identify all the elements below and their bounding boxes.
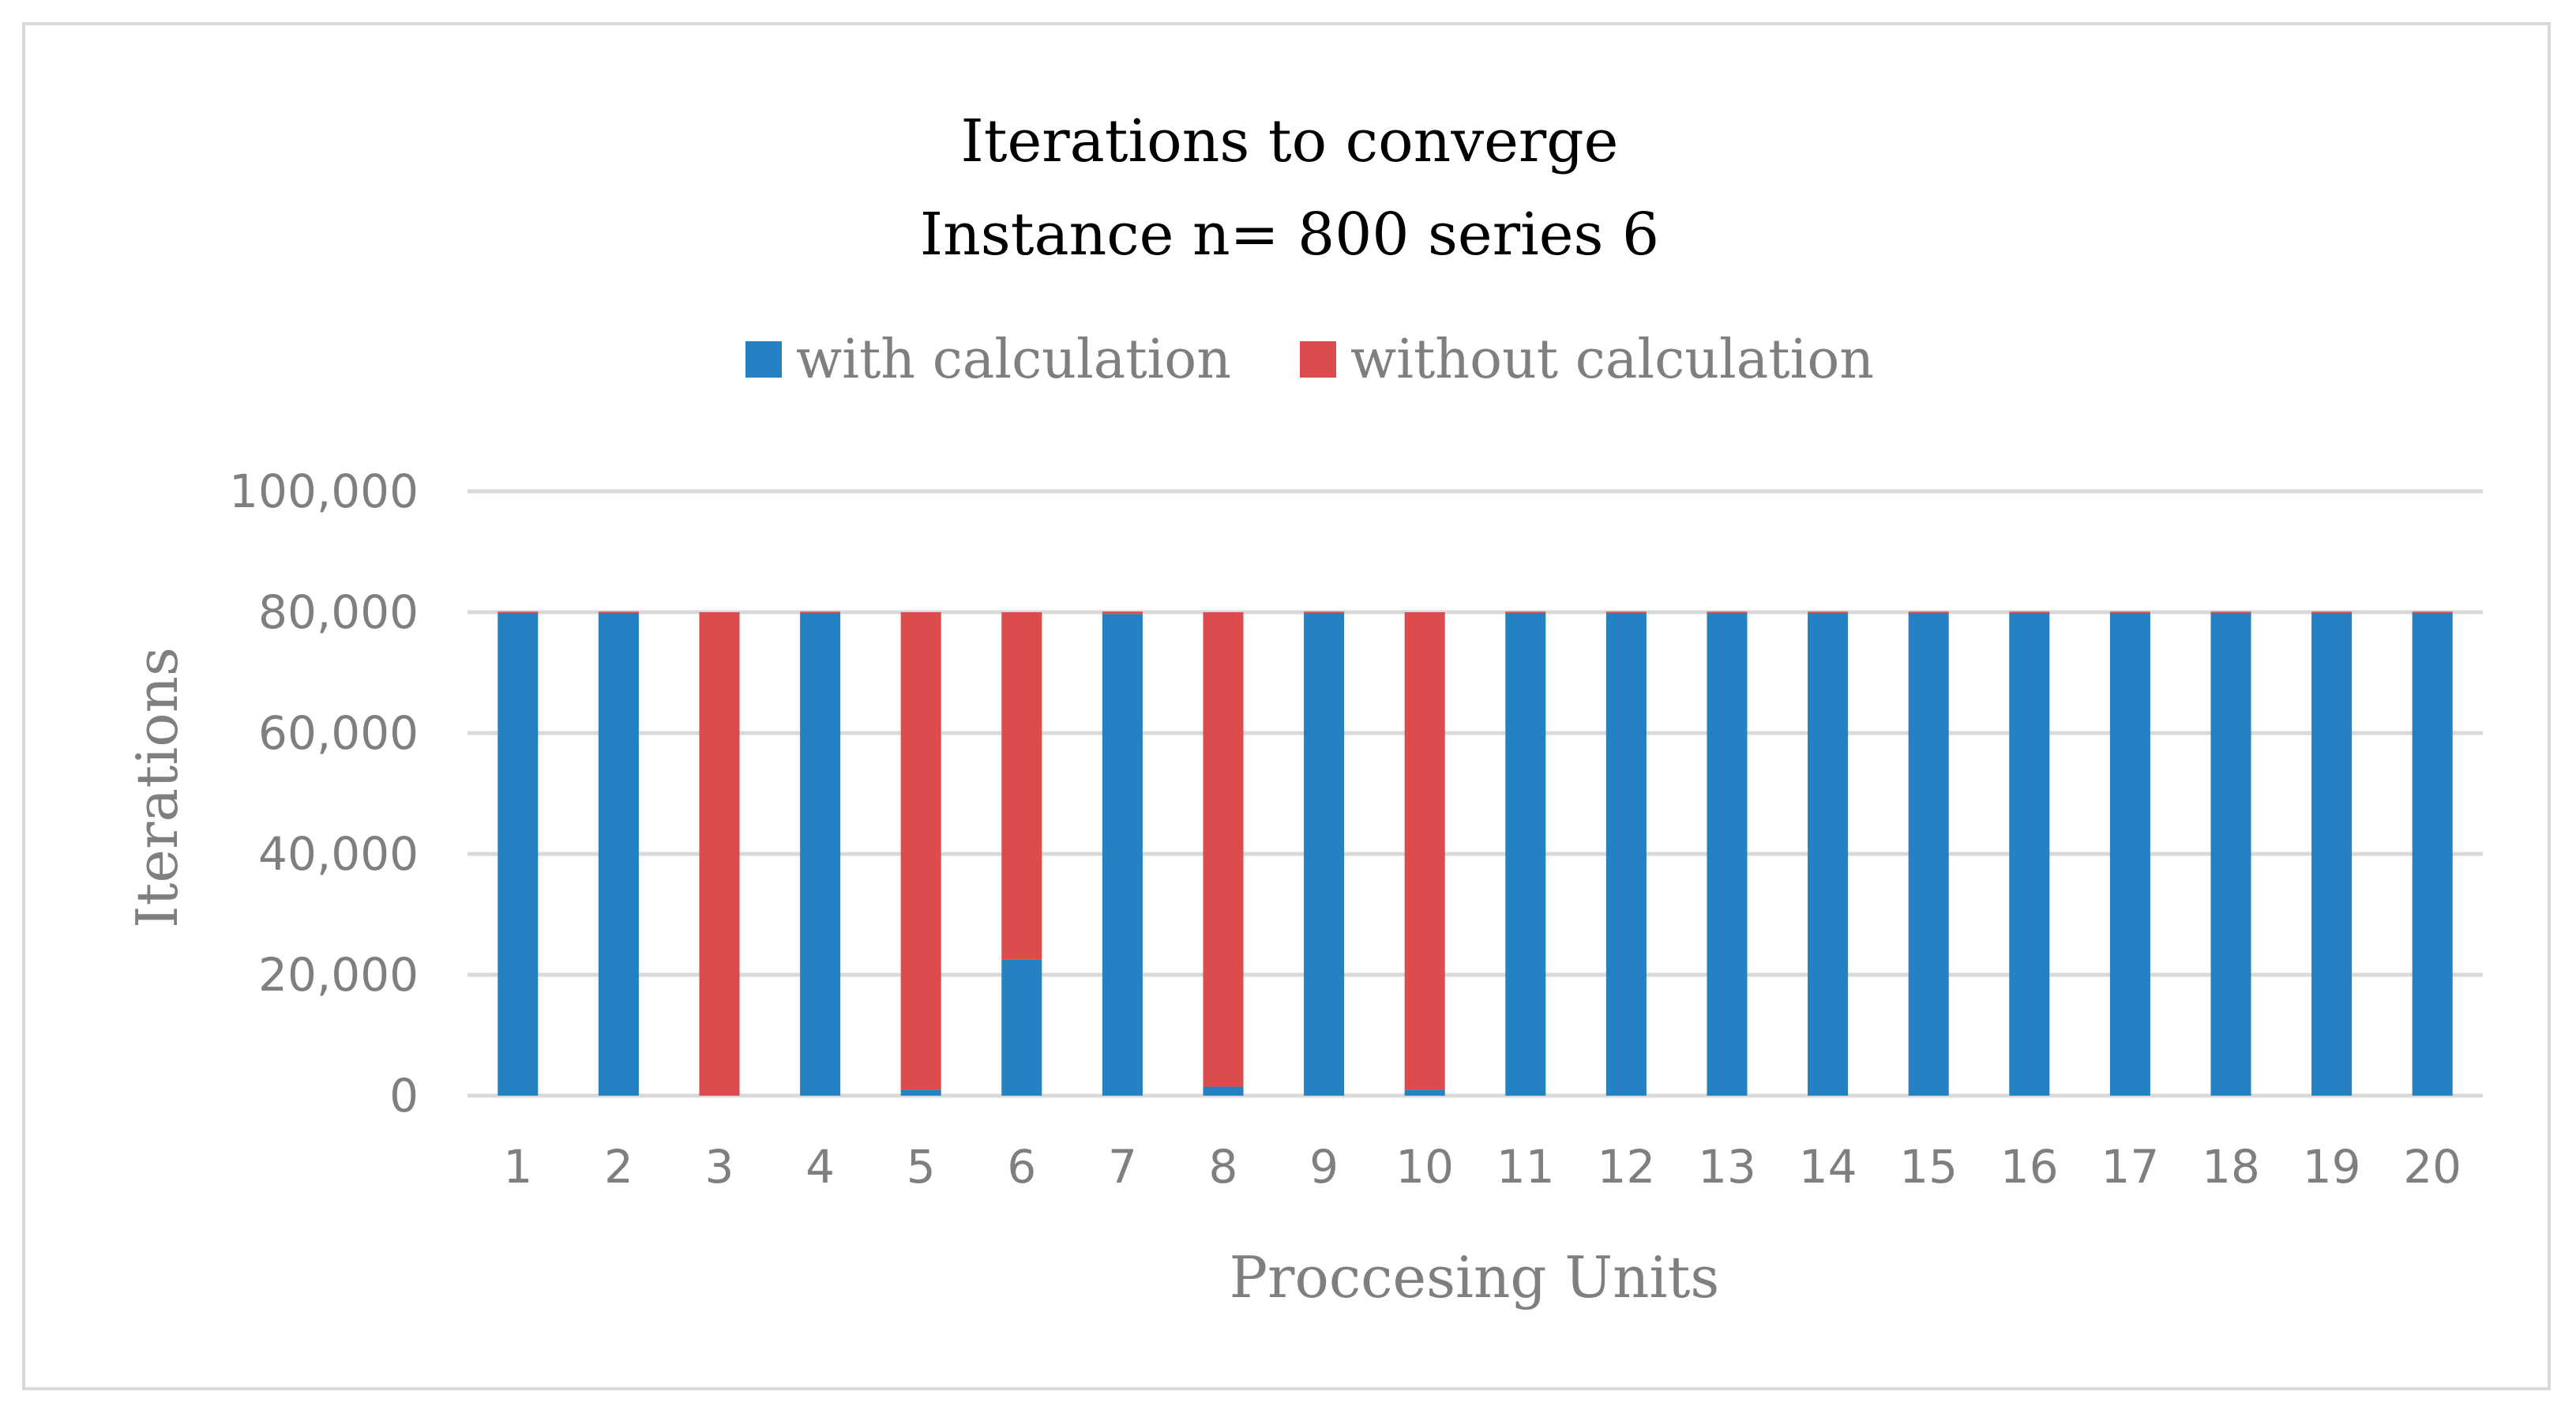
x-tick-label: 3 — [705, 1140, 734, 1194]
chart-frame: Iterations to converge Instance n= 800 s… — [22, 22, 2551, 1390]
x-tick-label: 8 — [1209, 1140, 1238, 1194]
bar-with-calculation-18 — [2210, 612, 2251, 1096]
chart-svg: Iterations to converge Instance n= 800 s… — [124, 107, 2483, 1311]
legend-swatch-with-calculation — [745, 341, 782, 378]
bar-without-calculation-3 — [699, 612, 740, 1096]
chart-title: Iterations to converge — [961, 107, 1619, 175]
x-axis-label: Proccesing Units — [1230, 1244, 1720, 1311]
x-tick-label: 15 — [1899, 1140, 1958, 1194]
x-tick-label: 13 — [1698, 1140, 1756, 1194]
x-tick-label: 17 — [2101, 1140, 2159, 1194]
bar-with-calculation-16 — [2009, 612, 2050, 1096]
bar-with-calculation-20 — [2412, 612, 2453, 1096]
bar-with-calculation-11 — [1505, 612, 1546, 1096]
bar-without-calculation-12 — [1605, 611, 1647, 613]
x-tick-label: 1 — [503, 1140, 532, 1194]
y-tick-label: 0 — [389, 1069, 419, 1123]
bar-without-calculation-20 — [2412, 611, 2453, 613]
y-tick-label: 100,000 — [229, 464, 419, 518]
x-tick-label: 5 — [907, 1140, 936, 1194]
bar-with-calculation-15 — [1908, 612, 1949, 1096]
legend-label-without-calculation: without calculation — [1350, 329, 1874, 391]
y-tick-label: 40,000 — [258, 827, 419, 881]
legend: with calculation without calculation — [745, 329, 1874, 391]
bar-with-calculation-19 — [2311, 612, 2353, 1096]
bar-without-calculation-18 — [2210, 611, 2251, 613]
bar-without-calculation-14 — [1808, 611, 1849, 613]
bar-with-calculation-14 — [1808, 612, 1849, 1096]
bar-with-calculation-8 — [1203, 1086, 1244, 1096]
x-tick-label: 7 — [1108, 1140, 1137, 1194]
x-tick-label: 2 — [604, 1140, 633, 1194]
bar-without-calculation-6 — [1001, 612, 1042, 960]
bar-with-calculation-7 — [1102, 614, 1143, 1096]
bar-with-calculation-10 — [1404, 1089, 1445, 1096]
bar-without-calculation-9 — [1304, 611, 1345, 613]
legend-swatch-without-calculation — [1300, 341, 1336, 378]
bar-with-calculation-12 — [1605, 612, 1647, 1096]
bar-with-calculation-9 — [1304, 612, 1345, 1096]
bar-without-calculation-15 — [1908, 611, 1949, 613]
y-tick-label: 80,000 — [258, 585, 419, 639]
bar-without-calculation-5 — [900, 612, 941, 1090]
bar-with-calculation-17 — [2109, 612, 2150, 1096]
bars — [498, 611, 2453, 1096]
x-tick-label: 18 — [2202, 1140, 2260, 1194]
bar-with-calculation-5 — [900, 1089, 941, 1096]
bar-without-calculation-4 — [800, 611, 841, 613]
bar-without-calculation-17 — [2109, 611, 2150, 613]
bar-with-calculation-6 — [1001, 959, 1042, 1096]
x-tick-label: 16 — [2000, 1140, 2059, 1194]
bar-without-calculation-2 — [598, 611, 639, 613]
x-tick-label: 4 — [805, 1140, 835, 1194]
x-tick-label: 20 — [2403, 1140, 2461, 1194]
bar-without-calculation-11 — [1505, 611, 1546, 613]
x-tick-label: 6 — [1007, 1140, 1036, 1194]
bar-without-calculation-10 — [1404, 612, 1445, 1090]
bar-without-calculation-7 — [1102, 611, 1143, 615]
bar-with-calculation-13 — [1707, 612, 1748, 1096]
bar-without-calculation-8 — [1203, 612, 1244, 1087]
bar-without-calculation-19 — [2311, 611, 2353, 613]
legend-label-with-calculation: with calculation — [796, 329, 1231, 391]
bar-without-calculation-1 — [498, 611, 539, 613]
x-tick-label: 11 — [1496, 1140, 1555, 1194]
x-tick-label: 19 — [2303, 1140, 2361, 1194]
bar-without-calculation-16 — [2009, 611, 2050, 613]
gridlines — [468, 489, 2483, 1098]
bar-without-calculation-13 — [1707, 611, 1748, 613]
x-tick-label: 10 — [1395, 1140, 1454, 1194]
chart-subtitle: Instance n= 800 series 6 — [920, 201, 1659, 269]
bar-with-calculation-4 — [800, 612, 841, 1096]
bar-with-calculation-1 — [498, 612, 539, 1096]
y-tick-label: 20,000 — [258, 948, 419, 1002]
y-tick-labels: 0 20,000 40,000 60,000 80,000 100,000 — [229, 464, 419, 1123]
y-tick-label: 60,000 — [258, 706, 419, 760]
x-tick-labels: 1 2 3 4 5 6 7 8 9 10 11 12 13 14 15 16 17 18 19 20 — [503, 1140, 2461, 1194]
bar-with-calculation-2 — [598, 612, 639, 1096]
x-tick-label: 14 — [1799, 1140, 1857, 1194]
x-tick-label: 9 — [1309, 1140, 1339, 1194]
y-axis-label: Iterations — [124, 647, 190, 928]
x-tick-label: 12 — [1597, 1140, 1655, 1194]
